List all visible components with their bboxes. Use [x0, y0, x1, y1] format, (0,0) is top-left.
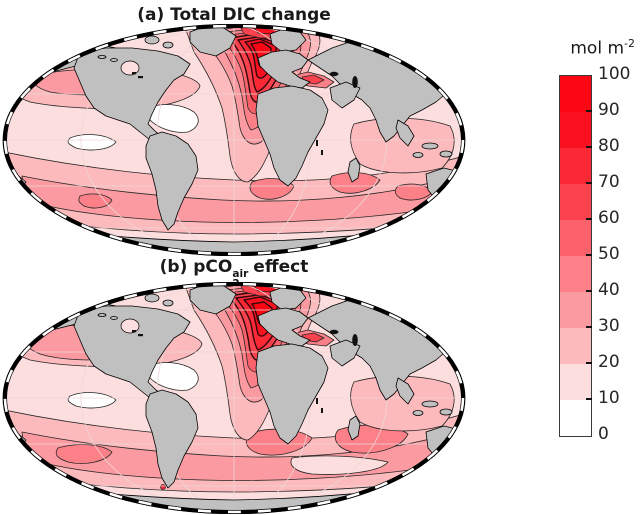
panel-b-title-pre: (b) pCO [159, 257, 233, 277]
panel-b-title-post: effect [253, 257, 309, 277]
colorbar-tick-mark [586, 290, 592, 292]
colorbar-tick-mark [586, 218, 592, 220]
colorbar-tick-label: 0 [598, 424, 609, 444]
colorbar-unit-text: mol m [570, 38, 625, 59]
colorbar-tick-mark [586, 362, 592, 364]
colorbar-tick-label: 70 [598, 172, 620, 192]
colorbar-segment [560, 148, 591, 184]
colorbar-tick-mark [586, 254, 592, 256]
colorbar-tick-label: 50 [598, 244, 620, 264]
colorbar-tick-label: 20 [598, 352, 620, 372]
colorbar-segment [560, 184, 591, 220]
colorbar-tick-label: 10 [598, 388, 620, 408]
colorbar-tick-label: 30 [598, 316, 620, 336]
colorbar-tick-label: 80 [598, 136, 620, 156]
colorbar-segment [560, 112, 591, 148]
colorbar-tick-label: 60 [598, 208, 620, 228]
colorbar-tick-mark [586, 326, 592, 328]
colorbar-tick-mark [586, 146, 592, 148]
map-panel-a [2, 24, 466, 256]
colorbar-swatches [559, 75, 592, 437]
colorbar-tick-label: 90 [598, 100, 620, 120]
colorbar-tick-mark [586, 398, 592, 400]
colorbar-unit-exponent: -2 [624, 37, 635, 50]
colorbar-tick-label: 100 [598, 64, 631, 84]
colorbar-tick-label: 40 [598, 280, 620, 300]
colorbar-unit-label: mol m-2 [540, 37, 635, 59]
panel-b-title-sup: air [232, 267, 249, 280]
map-panel-b [2, 282, 466, 514]
panel-a-title: (a) Total DIC change [2, 5, 466, 25]
colorbar-segment [560, 220, 591, 256]
colorbar-segment [560, 364, 591, 400]
colorbar-tick-mark [586, 182, 592, 184]
colorbar-segment [560, 256, 591, 292]
colorbar-tick-mark [586, 110, 592, 112]
colorbar-segment [560, 292, 591, 328]
colorbar-segment [560, 400, 591, 436]
panel-a-title-text: (a) Total DIC change [137, 5, 331, 25]
colorbar-segment [560, 328, 591, 364]
colorbar-segment [560, 76, 591, 112]
